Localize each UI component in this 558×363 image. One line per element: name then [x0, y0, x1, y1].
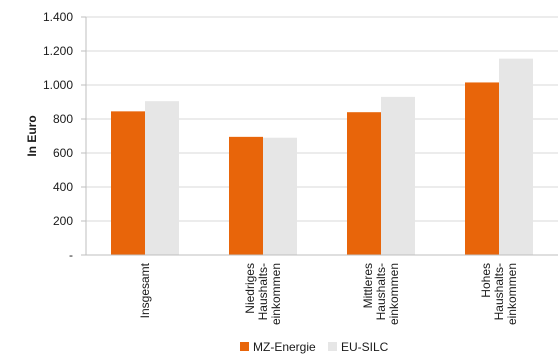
y-axis-title: In Euro — [25, 115, 39, 156]
bar-mz-energie-0 — [111, 111, 145, 255]
x-tick-label: Haushalts- — [492, 263, 506, 320]
y-tick-label: 600 — [53, 146, 73, 160]
y-tick-label: 1.200 — [43, 44, 73, 58]
y-tick-label: 1.000 — [43, 78, 73, 92]
x-tick-label: einkommen — [269, 263, 283, 325]
x-tick-label: Insgesamt — [138, 262, 152, 318]
y-tick-label: 800 — [53, 112, 73, 126]
y-tick-label: 200 — [53, 214, 73, 228]
x-tick-label: Haushalts- — [374, 263, 388, 320]
y-tick-label: - — [69, 248, 73, 262]
bar-eu-silc-1 — [263, 137, 297, 255]
legend-swatch-eu-silc — [328, 342, 337, 351]
x-tick-label: einkommen — [387, 263, 401, 325]
x-tick-label: Mittleres — [361, 263, 375, 308]
legend: MZ-Energie EU-SILC — [240, 340, 389, 354]
x-tick-label: einkommen — [505, 263, 519, 325]
bar-eu-silc-0 — [145, 101, 179, 256]
x-tick-label: Niedriges — [243, 263, 257, 314]
bar-mz-energie-1 — [229, 136, 263, 255]
x-tick-label: Hohes — [479, 263, 493, 298]
legend-label: MZ-Energie — [253, 340, 316, 354]
bar-mz-energie-2 — [347, 112, 381, 255]
bars — [111, 58, 533, 256]
legend-swatch-mz-energie — [240, 342, 249, 351]
y-tick-label: 1.400 — [43, 10, 73, 24]
axes — [81, 16, 558, 256]
legend-label: EU-SILC — [341, 340, 389, 354]
x-tick-label: Haushalts- — [256, 263, 270, 320]
bar-eu-silc-2 — [381, 96, 415, 256]
labels: - 200 400 600 800 1.000 1.200 1.400 In Euro Insge… — [25, 10, 519, 325]
bar-eu-silc-3 — [499, 58, 533, 256]
y-tick-label: 400 — [53, 180, 73, 194]
bar-mz-energie-3 — [465, 82, 499, 255]
